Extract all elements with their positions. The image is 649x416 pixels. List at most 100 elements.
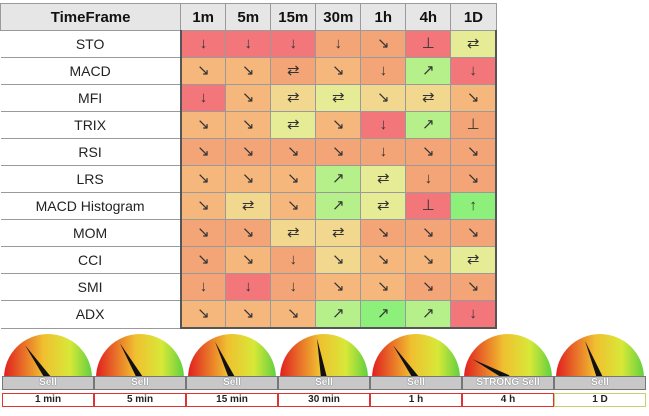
gauge-arc — [4, 334, 92, 378]
indicator-name: SMI — [0, 273, 182, 301]
signal-cell-arrow-icon: ↘ — [360, 30, 407, 58]
signal-cell-arrow-icon: ⇄ — [450, 30, 498, 58]
signal-cell-arrow-icon: ↘ — [315, 246, 362, 274]
indicator-name: ADX — [0, 300, 182, 329]
indicator-name: RSI — [0, 138, 182, 166]
signal-cell-arrow-icon: ⇄ — [270, 111, 317, 139]
timeframe-header-30m: 30m — [315, 3, 362, 31]
indicator-row: LRS ↘ ↘ ↘ ↗ ⇄ ↓ ↘ — [0, 165, 498, 193]
signal-cell-arrow-icon: ↓ — [179, 273, 227, 301]
indicator-name: CCI — [0, 246, 182, 274]
gauge-arc — [96, 334, 184, 378]
indicator-row: RSI ↘ ↘ ↘ ↘ ↓ ↘ ↘ — [0, 138, 498, 166]
signal-cell-arrow-icon: ↓ — [360, 57, 407, 85]
gauge-signal-label: Sell — [278, 376, 370, 390]
gauge: STRONG Sell 4 h — [462, 330, 554, 414]
gauge: Sell 5 min — [94, 330, 186, 414]
indicator-name: STO — [0, 30, 182, 58]
signal-cell-arrow-icon: ↘ — [225, 138, 272, 166]
indicator-name: TRIX — [0, 111, 182, 139]
indicator-row: SMI ↓ ↓ ↓ ↘ ↘ ↘ ↘ — [0, 273, 498, 301]
signal-cell-arrow-icon: ↘ — [405, 138, 452, 166]
signal-cell-arrow-icon: ↘ — [405, 246, 452, 274]
signal-cell-arrow-icon: ⇄ — [315, 219, 362, 247]
gauge-signal-label: Sell — [94, 376, 186, 390]
indicator-row: CCI ↘ ↘ ↓ ↘ ↘ ↘ ⇄ — [0, 246, 498, 274]
gauge-timeframe-label: 1 h — [370, 393, 462, 407]
indicator-name: MOM — [0, 219, 182, 247]
signal-cell-arrow-icon: ↘ — [179, 138, 227, 166]
gauge: Sell 1 D — [554, 330, 646, 414]
signal-cell-arrow-icon: ↘ — [225, 57, 272, 85]
signal-cell-arrow-icon: ↘ — [179, 300, 227, 329]
indicator-name: LRS — [0, 165, 182, 193]
signal-cell-arrow-icon: ↓ — [450, 300, 498, 329]
signal-cell-arrow-icon: ↘ — [225, 300, 272, 329]
gauge-timeframe-label: 30 min — [278, 393, 370, 407]
signal-cell-arrow-icon: ↘ — [450, 138, 498, 166]
signal-cell-arrow-icon: ↓ — [360, 111, 407, 139]
signal-cell-arrow-icon: ↘ — [360, 273, 407, 301]
indicator-matrix: TimeFrame 1m 5m 15m 30m 1h 4h 1D STO ↓ ↓ ↓ ↓… — [0, 3, 498, 329]
indicator-row: ADX ↘ ↘ ↘ ↗ ↗ ↗ ↓ — [0, 300, 498, 329]
signal-cell-arrow-icon: ⇄ — [405, 84, 452, 112]
gauge: Sell 30 min — [278, 330, 370, 414]
signal-cell-arrow-icon: ↘ — [405, 219, 452, 247]
signal-cell-arrow-icon: ↗ — [360, 300, 407, 329]
signal-cell-arrow-icon: ↘ — [315, 138, 362, 166]
signal-cell-arrow-icon: ⇄ — [450, 246, 498, 274]
indicator-name: MACD Histogram — [0, 192, 182, 220]
gauge-needle — [25, 345, 51, 378]
signal-cell-arrow-icon: ↘ — [270, 192, 317, 220]
gauge-needle — [215, 341, 235, 378]
gauge: Sell 1 min — [2, 330, 94, 414]
gauge-strip: Sell 1 min Sell 5 min Sell 15 min Sell 30 min Se… — [0, 330, 649, 416]
signal-cell-arrow-icon: ↘ — [315, 111, 362, 139]
signal-cell-arrow-icon: ↘ — [360, 84, 407, 112]
gauge-signal-label: Sell — [2, 376, 94, 390]
signal-cell-arrow-icon: ↗ — [405, 57, 452, 85]
gauge-dial-icon — [372, 334, 460, 378]
signal-cell-arrow-icon: ↓ — [360, 138, 407, 166]
signal-cell-arrow-icon: ⇄ — [360, 192, 407, 220]
timeframe-header-row: TimeFrame 1m 5m 15m 30m 1h 4h 1D — [0, 3, 497, 31]
signal-cell-arrow-icon: ↘ — [360, 219, 407, 247]
gauge-timeframe-label: 4 h — [462, 393, 554, 407]
signal-cell-arrow-icon: ↓ — [270, 273, 317, 301]
gauge-timeframe-label: 5 min — [94, 393, 186, 407]
signal-cell-arrow-icon: ↗ — [315, 300, 362, 329]
gauge-signal-label: Sell — [370, 376, 462, 390]
signal-cell-arrow-icon: ↗ — [315, 192, 362, 220]
indicator-row: TRIX ↘ ↘ ⇄ ↘ ↓ ↗ ⊥ — [0, 111, 498, 139]
gauge-timeframe-label: 1 D — [554, 393, 646, 407]
gauge-dial-icon — [556, 334, 644, 378]
signal-cell-arrow-icon: ↘ — [225, 246, 272, 274]
signal-cell-arrow-icon: ↓ — [179, 30, 227, 58]
gauge-arc — [464, 334, 552, 378]
signal-cell-arrow-icon: ↘ — [225, 111, 272, 139]
gauge-needle — [585, 340, 603, 378]
signal-cell-arrow-icon: ↘ — [225, 219, 272, 247]
signal-cell-arrow-icon: ↓ — [179, 84, 227, 112]
gauge-arc — [188, 334, 276, 378]
signal-cell-arrow-icon: ↘ — [270, 300, 317, 329]
signal-cell-arrow-icon: ↘ — [315, 273, 362, 301]
signal-cell-arrow-icon: ↓ — [450, 57, 498, 85]
signal-cell-arrow-icon: ↓ — [270, 246, 317, 274]
signal-cell-arrow-icon: ↘ — [450, 219, 498, 247]
signal-cell-arrow-icon: ⇄ — [270, 84, 317, 112]
gauge-dial-icon — [4, 334, 92, 378]
gauge-arc — [280, 334, 368, 378]
gauge-arc — [556, 334, 644, 378]
signal-cell-arrow-icon: ⇄ — [270, 57, 317, 85]
indicator-name: MFI — [0, 84, 182, 112]
timeframe-header-1h: 1h — [360, 3, 407, 31]
gauge-timeframe-label: 1 min — [2, 393, 94, 407]
signal-cell-arrow-icon: ↘ — [179, 57, 227, 85]
signal-cell-arrow-icon: ↓ — [405, 165, 452, 193]
signal-cell-arrow-icon: ↘ — [360, 246, 407, 274]
indicator-row: STO ↓ ↓ ↓ ↓ ↘ ⊥ ⇄ — [0, 30, 498, 58]
indicator-rows: STO ↓ ↓ ↓ ↓ ↘ ⊥ ⇄ MACD ↘ ↘ ⇄ ↘ ↓ ↗ ↓ MFI ↓ ↘ ⇄ ⇄ ↘ ⇄ ↘ TRIX ↘ ↘ ⇄ ↘ ↓… — [0, 30, 498, 329]
signal-cell-arrow-icon: ⇄ — [225, 192, 272, 220]
gauge-timeframe-label: 15 min — [186, 393, 278, 407]
